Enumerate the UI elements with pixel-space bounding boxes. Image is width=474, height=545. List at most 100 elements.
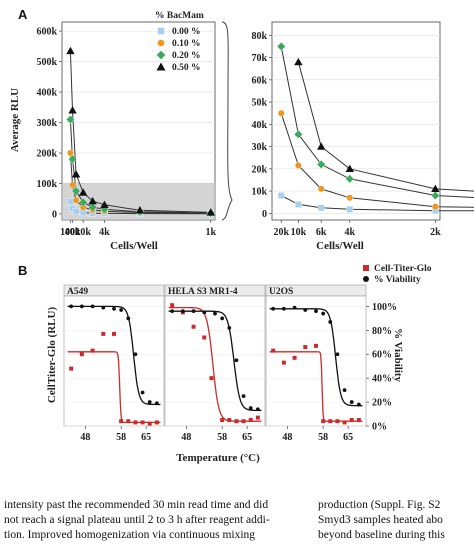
legend-marker	[363, 265, 369, 271]
viability-point	[349, 400, 354, 404]
viability-point	[119, 308, 124, 312]
facet-frame	[164, 295, 266, 427]
y-tick-label: 80k	[251, 31, 267, 42]
celltiter-curve	[67, 351, 161, 424]
celltiter-point	[227, 418, 232, 423]
celltiter-point	[271, 348, 276, 353]
panel-b-ylabel: CellTiter-Glo (RLU)	[46, 307, 58, 404]
facet-0: A549	[63, 284, 165, 427]
series-line	[280, 195, 474, 212]
celltiter-point	[154, 420, 159, 425]
celltiter-point	[101, 331, 106, 336]
panel-a-ylabel: Average RLU	[9, 88, 21, 152]
data-point	[294, 57, 303, 66]
facet-frame	[265, 295, 367, 427]
viability-point	[112, 306, 116, 311]
data-point	[277, 192, 285, 199]
right-col-line-3: beyond baseline during this	[318, 529, 445, 541]
body-text-line-3: tion. Improved homogenization via contin…	[4, 529, 256, 541]
data-point	[88, 196, 97, 205]
series-line	[69, 119, 211, 214]
celltiter-point	[314, 343, 318, 348]
x-tick-label: 4k	[99, 227, 110, 238]
series-line	[297, 61, 474, 192]
legend-marker	[156, 50, 166, 60]
data-point	[294, 162, 302, 169]
legend-label: 0.20 %	[172, 51, 201, 61]
viability-point	[126, 316, 131, 321]
celltiter-point	[349, 418, 354, 423]
y-tick-label: 20k	[251, 164, 267, 175]
viability-point	[213, 311, 217, 316]
viability-point	[170, 309, 175, 314]
x-tick-label: 6k	[316, 227, 327, 238]
celltiter-point	[356, 418, 361, 423]
viability-point	[101, 305, 106, 310]
data-point	[276, 41, 286, 51]
celltiter-point	[328, 419, 333, 424]
x-tick-label: 1k	[206, 227, 217, 238]
celltiter-curve	[269, 351, 363, 422]
facet-frame	[63, 295, 165, 427]
data-point	[88, 202, 98, 212]
right-col-line-1: production (Suppl. Fig. S2	[318, 499, 441, 511]
series-line	[280, 46, 474, 199]
y-tick-label: 300k	[36, 118, 57, 129]
y-tick-label: 50k	[251, 98, 267, 109]
zoom-brace	[221, 21, 233, 221]
data-point	[66, 46, 75, 55]
x-tick-label: 65	[343, 432, 353, 443]
legend-marker	[156, 62, 166, 71]
panel-a-left-points	[65, 46, 216, 218]
data-point	[317, 142, 326, 150]
viability-point	[271, 306, 276, 311]
data-point	[316, 159, 326, 169]
data-point	[317, 204, 325, 212]
y-tick-label: 60k	[251, 75, 267, 86]
viability-point	[90, 304, 95, 309]
legend-label: Cell-Titer-Glo	[374, 264, 432, 274]
viability-point	[281, 306, 286, 311]
viability-point	[241, 394, 246, 398]
y-tick-label: 70k	[251, 53, 267, 64]
panel-a-right-points	[276, 41, 440, 215]
viability-point	[191, 309, 196, 314]
data-point	[67, 198, 74, 206]
body-text-line-2: not reach a signal plateau until 2 to 3 …	[4, 514, 270, 526]
x-tick-label: 48	[181, 432, 191, 443]
celltiter-point	[133, 420, 138, 425]
panel-a-legend: % BacMam 0.00 % 0.10 % 0.20 % 0.50 %	[155, 11, 204, 73]
viability-point	[328, 320, 333, 324]
x-tick-label: 65	[141, 432, 151, 443]
data-point	[431, 184, 440, 193]
viability-point	[220, 316, 225, 321]
celltiter-point	[209, 376, 214, 381]
series-line	[280, 113, 474, 208]
viability-point	[292, 305, 297, 310]
y-tick-label: 400k	[36, 88, 57, 99]
data-point	[72, 208, 80, 215]
panel-b-xlabel: Temperature (°C)	[176, 452, 260, 464]
panel-a-left-y-ticks: 0 100k 200k 300k 400k 500k 600k	[36, 27, 62, 220]
legend-label: % Viability	[374, 275, 421, 285]
viability-point	[147, 400, 152, 404]
facet-title: A549	[67, 287, 88, 297]
data-point	[293, 129, 303, 139]
y-tick-label: 100%	[372, 302, 397, 313]
facet-1: HELA S3 MR1-4	[164, 284, 266, 427]
celltiter-point	[191, 324, 196, 329]
facet-title: HELA S3 MR1-4	[168, 287, 238, 297]
viability-point	[202, 310, 207, 315]
x-tick-label: 20k	[273, 227, 289, 238]
celltiter-point	[255, 415, 260, 420]
panel-b-legend: Cell-Titer-Glo% Viability	[363, 264, 432, 285]
panel-b: Cell-Titer-Glo% Viability A549 HELA S3 MR…	[46, 264, 432, 464]
data-point	[71, 170, 81, 178]
celltiter-curve	[168, 306, 262, 422]
panel-a-left-xlabel: Cells/Well	[110, 240, 158, 252]
celltiter-point	[292, 355, 297, 360]
data-point	[346, 194, 354, 202]
celltiter-point	[241, 419, 246, 424]
data-point	[345, 164, 354, 173]
